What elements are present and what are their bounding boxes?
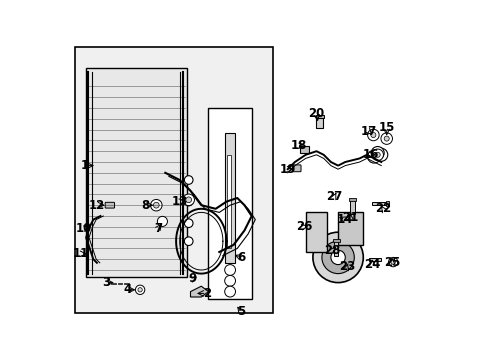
Circle shape [224,286,235,297]
Bar [124,283,128,284]
Text: 17: 17 [360,125,376,138]
Circle shape [135,285,144,294]
Text: 21: 21 [342,211,358,224]
Circle shape [387,257,397,267]
Text: 19: 19 [279,163,295,176]
Circle shape [371,149,383,161]
Circle shape [185,197,191,203]
Circle shape [367,129,378,141]
Circle shape [312,232,363,283]
Circle shape [184,237,193,246]
Circle shape [157,216,167,226]
Text: 9: 9 [188,273,196,285]
Circle shape [224,265,235,275]
Bar [224,133,235,263]
Circle shape [374,148,387,161]
Bar [332,239,339,242]
Text: 16: 16 [362,148,378,161]
Text: 5: 5 [236,305,244,318]
Text: 10: 10 [76,222,92,235]
Bar [315,115,323,118]
Bar [337,212,363,245]
Circle shape [224,275,235,286]
Text: 22: 22 [374,202,390,215]
Circle shape [184,219,193,228]
Circle shape [138,288,142,292]
Polygon shape [190,286,208,297]
Bar [227,155,230,248]
Bar [316,118,322,128]
Bar [385,201,388,206]
FancyBboxPatch shape [105,202,114,208]
Text: 12: 12 [89,199,105,212]
Circle shape [370,147,384,159]
Text: 13: 13 [171,195,187,208]
Circle shape [380,133,392,144]
Text: 20: 20 [308,107,324,120]
Bar [305,212,326,252]
Circle shape [367,150,380,163]
Circle shape [321,241,354,274]
Text: 23: 23 [338,260,354,273]
Bar [368,258,381,261]
Text: 7: 7 [154,222,162,235]
Bar [349,200,354,214]
Circle shape [184,197,193,206]
Circle shape [184,176,193,184]
Circle shape [150,199,162,211]
Bar [348,198,355,201]
Text: 24: 24 [364,258,380,271]
Circle shape [370,132,375,138]
Text: 25: 25 [383,256,400,269]
Circle shape [374,152,380,157]
Bar [333,241,338,256]
Text: 8: 8 [141,199,149,212]
Text: 11: 11 [72,247,89,260]
Text: 14: 14 [336,213,353,226]
FancyBboxPatch shape [292,165,301,172]
Text: 26: 26 [295,220,311,233]
Bar [111,283,115,284]
Circle shape [384,136,388,141]
Bar [75,47,273,313]
Text: 27: 27 [325,190,342,203]
Text: 6: 6 [236,251,244,264]
Bar [208,108,251,299]
Bar [371,202,386,205]
Text: 3: 3 [102,276,110,289]
Circle shape [330,250,345,265]
Text: 15: 15 [378,121,394,134]
Text: 1: 1 [80,159,88,172]
Circle shape [153,202,159,208]
Bar [118,283,122,284]
Text: 18: 18 [290,139,306,152]
Circle shape [183,194,194,206]
Text: 4: 4 [123,283,131,296]
Circle shape [390,260,394,264]
Bar [86,68,186,277]
Text: 2: 2 [202,287,210,300]
Text: 28: 28 [324,244,340,257]
Bar [300,146,309,153]
